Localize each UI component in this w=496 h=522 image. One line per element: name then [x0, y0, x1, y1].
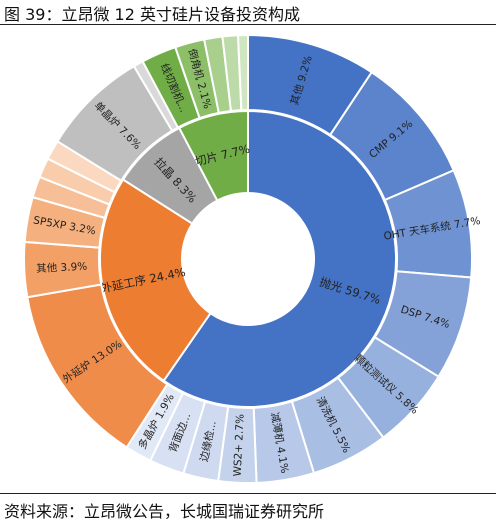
figure-title: 图 39：立昂微 12 英寸硅片设备投资构成 [4, 5, 300, 24]
outer-label-7: WS2+ 2.7% [232, 414, 247, 477]
sunburst-chart: 抛光 59.7%外延工序 24.4%拉晶 8.3%切片 7.7%其他 9.2%C… [23, 33, 481, 484]
figure-header: 图 39：立昂微 12 英寸硅片设备投资构成 [0, 0, 496, 25]
outer-label-12: 其他 3.9% [36, 260, 88, 275]
source-note: 资料来源：立昂微公告，长城国瑞证券研究所 [4, 502, 325, 521]
inner-slice-3 [177, 109, 249, 202]
figure-footer: 资料来源：立昂微公告，长城国瑞证券研究所 [0, 493, 496, 521]
outer-slice-23 [236, 33, 249, 112]
